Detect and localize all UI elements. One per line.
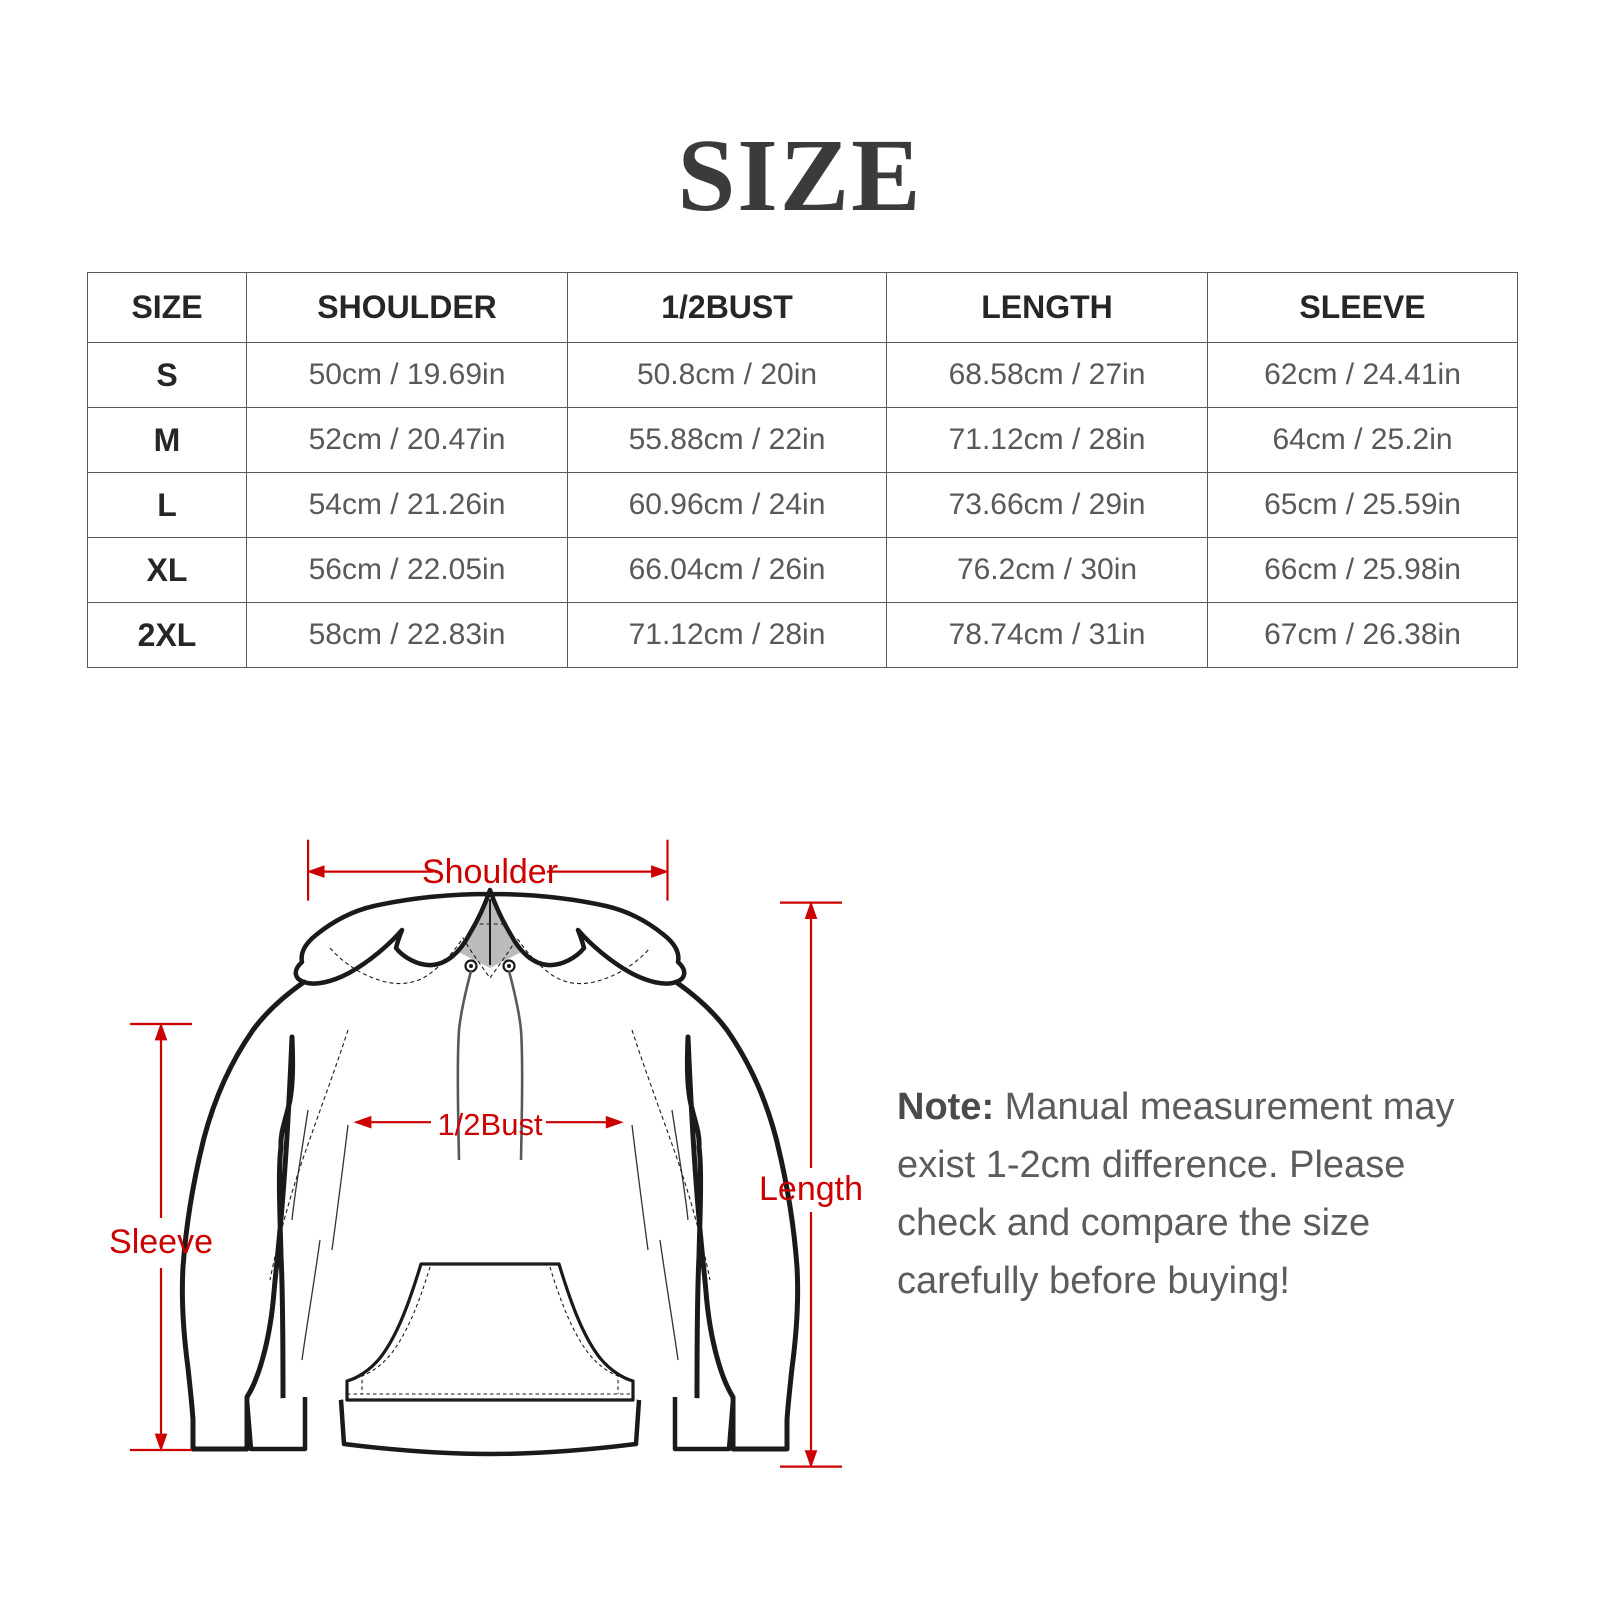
svg-text:Shoulder: Shoulder xyxy=(422,853,558,891)
svg-text:1/2Bust: 1/2Bust xyxy=(437,1107,543,1142)
svg-text:Sleeve: Sleeve xyxy=(109,1223,213,1261)
svg-text:Length: Length xyxy=(759,1170,863,1208)
